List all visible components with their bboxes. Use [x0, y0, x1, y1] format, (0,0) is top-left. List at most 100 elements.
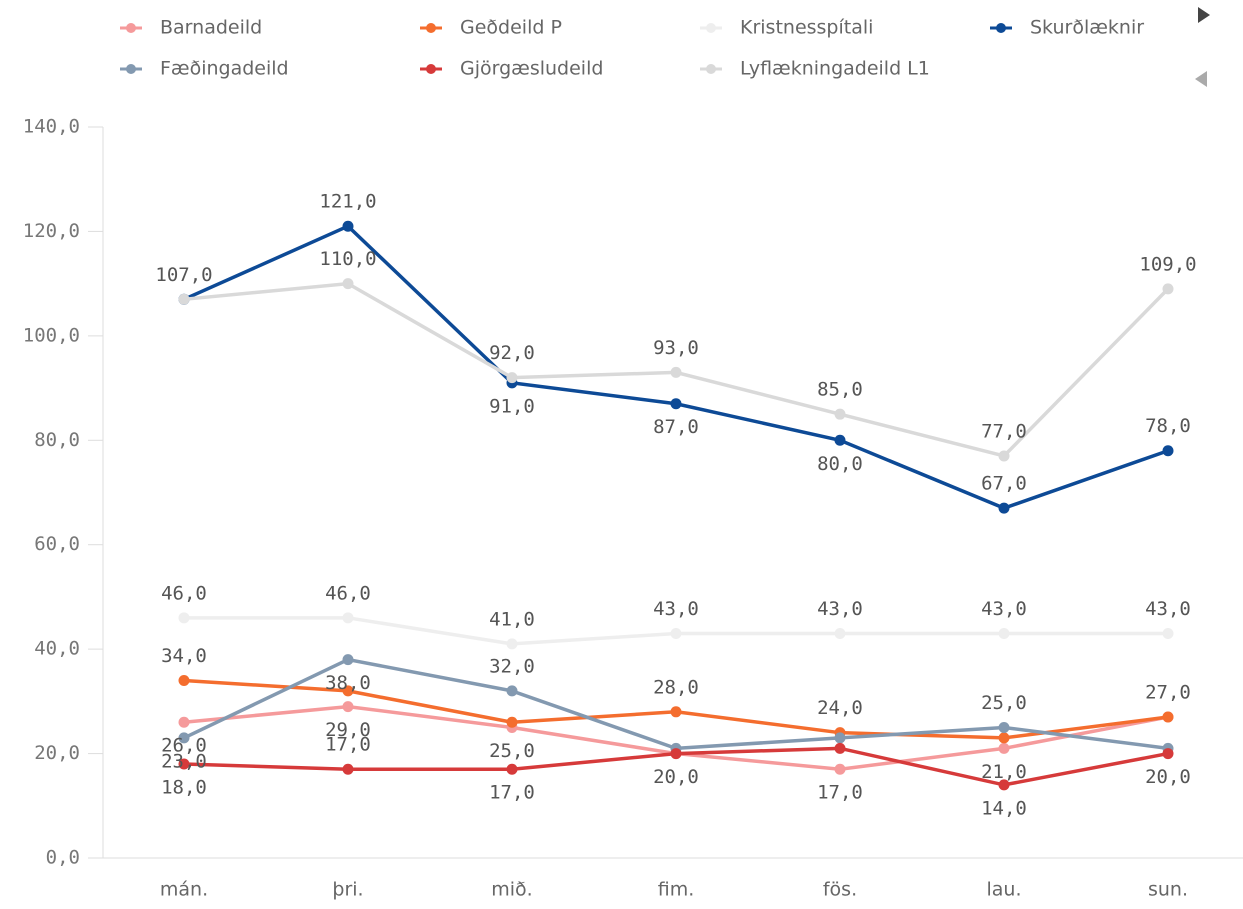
data-point [998, 627, 1010, 639]
data-point [1162, 711, 1174, 723]
data-point [670, 627, 682, 639]
y-tick-label: 20,0 [34, 742, 80, 764]
data-point [834, 742, 846, 754]
data-point [1162, 445, 1174, 457]
value-label: 43,0 [1145, 598, 1191, 620]
legend-swatch-dot [126, 23, 136, 33]
x-tick-label: þri. [332, 879, 363, 901]
legend-swatch-dot [996, 23, 1006, 33]
value-label: 20,0 [1145, 766, 1191, 788]
data-point [342, 763, 354, 775]
value-label: 17,0 [817, 782, 863, 804]
legend-swatch-dot [426, 64, 436, 74]
data-point [178, 674, 190, 686]
value-label: 20,0 [653, 766, 699, 788]
data-point [178, 716, 190, 728]
value-label: 121,0 [319, 191, 376, 213]
value-label: 14,0 [981, 797, 1027, 819]
value-label: 43,0 [981, 598, 1027, 620]
value-label: 77,0 [981, 420, 1027, 442]
value-label: 23,0 [161, 750, 207, 772]
value-label: 34,0 [161, 645, 207, 667]
legend-next[interactable] [1198, 7, 1210, 23]
data-point [998, 779, 1010, 791]
data-point [178, 732, 190, 744]
data-point [998, 742, 1010, 754]
y-tick-label: 80,0 [34, 429, 80, 451]
data-point [834, 732, 846, 744]
x-tick-label: mið. [491, 879, 532, 901]
value-label: 24,0 [817, 697, 863, 719]
value-label: 32,0 [489, 655, 535, 677]
value-label: 41,0 [489, 608, 535, 630]
legend-swatch-dot [426, 23, 436, 33]
data-point [670, 398, 682, 410]
legend-label: Barnadeild [160, 17, 262, 39]
y-tick-label: 40,0 [34, 638, 80, 660]
value-label: 67,0 [981, 473, 1027, 495]
value-label: 87,0 [653, 416, 699, 438]
data-point [506, 638, 518, 650]
x-tick-label: mán. [160, 879, 208, 901]
value-label: 109,0 [1139, 253, 1196, 275]
data-point [998, 721, 1010, 733]
value-label: 92,0 [489, 342, 535, 364]
data-point [1162, 283, 1174, 295]
value-label: 25,0 [981, 692, 1027, 714]
value-label: 85,0 [817, 379, 863, 401]
legend-label: Gjörgæsludeild [460, 58, 603, 80]
data-point [342, 220, 354, 232]
data-point [1162, 748, 1174, 760]
data-point [342, 654, 354, 666]
x-tick-label: lau. [986, 879, 1021, 901]
data-point [670, 748, 682, 760]
legend-prev[interactable] [1195, 71, 1207, 87]
legend-swatch-dot [126, 64, 136, 74]
value-label: 91,0 [489, 395, 535, 417]
value-label: 26,0 [161, 735, 207, 757]
data-point [178, 612, 190, 624]
value-label: 107,0 [155, 264, 212, 286]
y-tick-label: 140,0 [23, 116, 80, 138]
data-point [342, 612, 354, 624]
value-label: 46,0 [161, 582, 207, 604]
value-label: 18,0 [161, 777, 207, 799]
data-point [506, 372, 518, 384]
data-point [342, 278, 354, 290]
data-point [670, 706, 682, 718]
data-point [998, 450, 1010, 462]
value-label: 43,0 [653, 598, 699, 620]
data-point [506, 685, 518, 697]
data-point [998, 732, 1010, 744]
legend-label: Fæðingadeild [160, 58, 289, 80]
value-label: 93,0 [653, 337, 699, 359]
value-label: 27,0 [1145, 682, 1191, 704]
data-point [342, 685, 354, 697]
y-tick-label: 0,0 [46, 847, 80, 869]
value-label: 43,0 [817, 598, 863, 620]
value-label: 25,0 [489, 740, 535, 762]
data-point [1162, 627, 1174, 639]
value-label: 21,0 [981, 761, 1027, 783]
legend-label: Lyflækningadeild L1 [740, 58, 930, 80]
data-point [178, 758, 190, 770]
data-point [834, 434, 846, 446]
value-label: 28,0 [653, 676, 699, 698]
value-label: 110,0 [319, 248, 376, 270]
value-label: 80,0 [817, 453, 863, 475]
y-tick-label: 60,0 [34, 533, 80, 555]
value-label: 17,0 [325, 734, 371, 756]
data-point [178, 293, 190, 305]
data-point [834, 763, 846, 775]
data-point [506, 763, 518, 775]
data-point [506, 716, 518, 728]
y-tick-label: 100,0 [23, 324, 80, 346]
value-label: 17,0 [489, 782, 535, 804]
x-tick-label: fim. [658, 879, 695, 901]
value-label: 38,0 [325, 672, 371, 694]
value-label: 46,0 [325, 582, 371, 604]
legend-swatch-dot [706, 64, 716, 74]
data-point [998, 502, 1010, 514]
legend-label: Geðdeild P [460, 17, 562, 39]
